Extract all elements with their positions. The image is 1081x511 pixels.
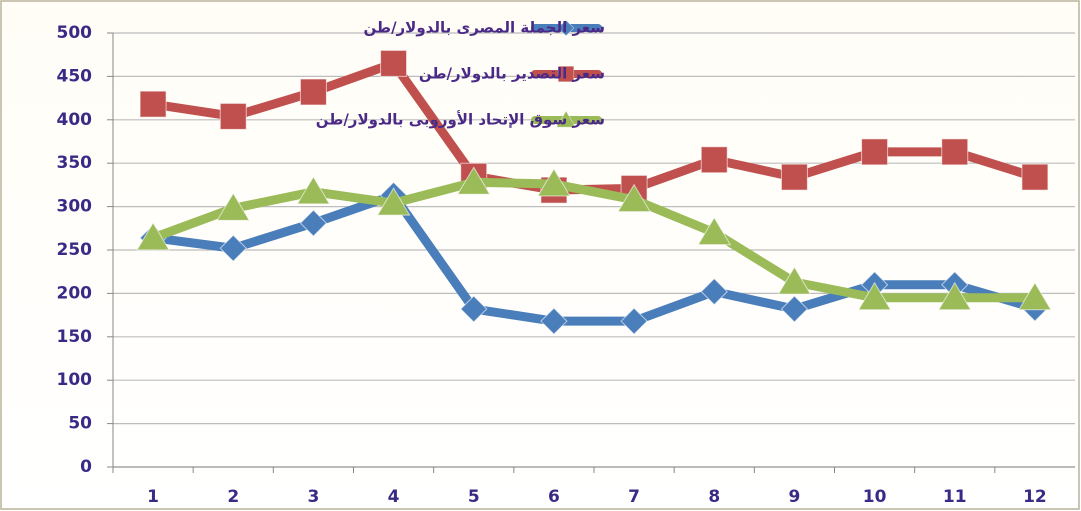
y-tick-label: 200 <box>57 283 93 303</box>
data-point <box>700 277 728 306</box>
y-tick-label: 50 <box>68 414 92 434</box>
x-tick-label: 5 <box>468 487 480 507</box>
legend-label: سعر الجملة المصرى بالدولار/طن <box>363 19 605 37</box>
data-point <box>540 307 568 335</box>
data-point <box>857 281 892 311</box>
x-tick-label: 10 <box>863 487 887 507</box>
data-point <box>620 307 648 335</box>
data-point <box>299 78 327 106</box>
x-tick-label: 2 <box>227 487 239 507</box>
legend-marker <box>557 19 575 37</box>
x-tick-label: 6 <box>548 487 560 507</box>
data-point <box>456 166 491 195</box>
y-tick-label: 500 <box>57 23 93 43</box>
data-point <box>219 102 247 130</box>
data-point <box>216 192 251 221</box>
x-tick-label: 4 <box>388 487 400 507</box>
x-tick-label: 9 <box>788 487 800 507</box>
y-tick-label: 0 <box>80 457 92 477</box>
data-point <box>136 221 170 251</box>
data-point <box>780 295 809 323</box>
data-point <box>376 187 411 216</box>
y-tick-label: 400 <box>57 110 93 130</box>
data-point <box>697 216 732 246</box>
x-tick-label: 3 <box>307 487 319 507</box>
y-tick-label: 300 <box>57 197 93 217</box>
data-point <box>537 168 571 197</box>
y-tick-label: 150 <box>57 327 93 347</box>
legend-item: سعر التصدير بالدولار/طن <box>419 65 605 83</box>
legend-item: سعر سوق الإتحاد الأوروبى بالدولار/طن <box>316 110 605 129</box>
data-point <box>299 209 328 237</box>
x-tick-label: 1 <box>147 487 159 507</box>
x-tick-label: 11 <box>943 487 967 507</box>
legend-marker <box>557 65 575 83</box>
data-point <box>460 295 488 323</box>
data-point <box>139 90 167 118</box>
data-point <box>1018 281 1052 311</box>
legend-label: سعر التصدير بالدولار/طن <box>419 65 605 83</box>
data-point <box>780 163 808 191</box>
x-tick-label: 7 <box>628 487 640 507</box>
data-point <box>617 183 651 213</box>
data-point <box>777 266 812 295</box>
data-point <box>380 49 408 77</box>
legend-marker <box>555 110 577 128</box>
data-point <box>941 138 969 166</box>
data-point <box>1021 163 1049 191</box>
y-tick-label: 450 <box>57 66 93 86</box>
data-point <box>861 138 889 166</box>
data-point <box>219 234 247 262</box>
legend-label: سعر سوق الإتحاد الأوروبى بالدولار/طن <box>316 111 605 129</box>
y-tick-label: 350 <box>57 153 93 173</box>
y-tick-label: 100 <box>57 370 93 390</box>
legend-item: سعر الجملة المصرى بالدولار/طن <box>363 19 605 37</box>
data-point <box>296 175 331 205</box>
series-line <box>148 177 1040 303</box>
x-tick-label: 12 <box>1023 487 1047 507</box>
data-point <box>700 146 728 174</box>
y-tick-label: 250 <box>57 240 93 260</box>
data-point <box>937 281 972 311</box>
x-tick-label: 8 <box>708 487 720 507</box>
